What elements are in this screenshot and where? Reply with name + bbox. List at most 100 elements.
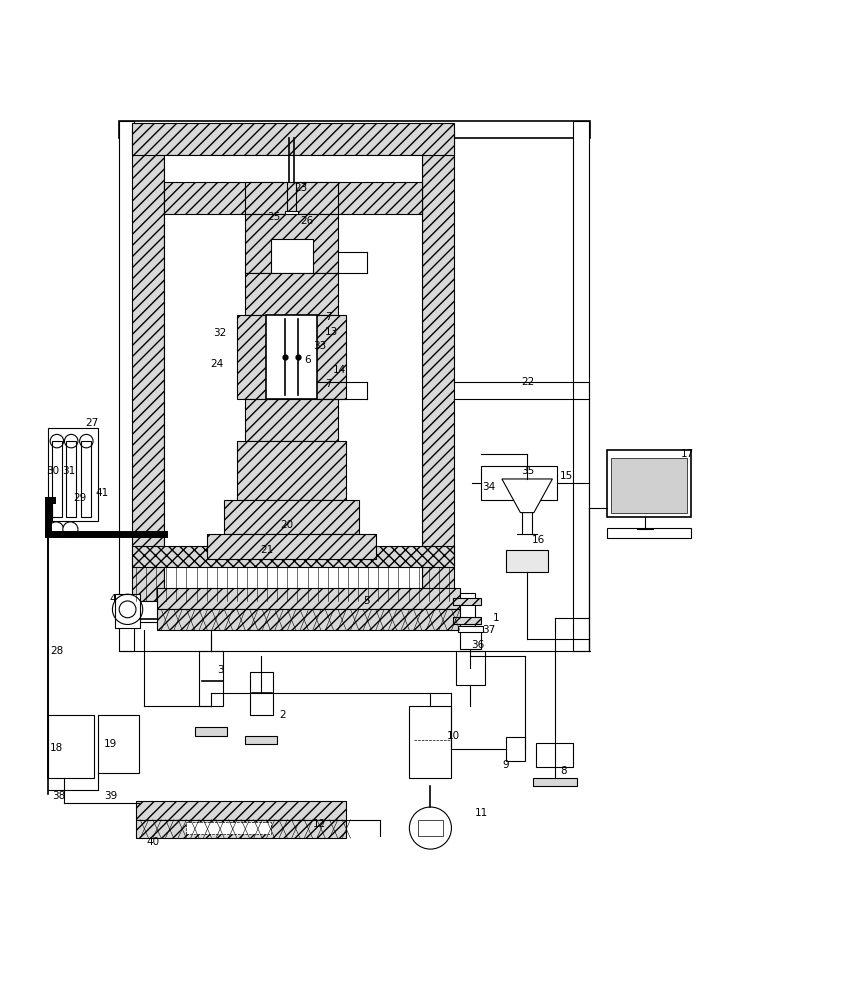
Text: 17: 17 — [681, 449, 695, 459]
Bar — [199, 651, 223, 706]
Bar — [422, 130, 454, 601]
Text: 22: 22 — [522, 377, 534, 387]
Bar — [123, 601, 157, 622]
Text: 14: 14 — [333, 365, 346, 375]
Text: 9: 9 — [503, 760, 510, 770]
Text: 38: 38 — [51, 791, 65, 801]
Bar — [98, 715, 138, 773]
Text: 23: 23 — [295, 183, 307, 193]
Text: 1: 1 — [493, 613, 500, 623]
Text: 24: 24 — [210, 359, 224, 369]
Polygon shape — [502, 479, 552, 513]
Text: 40: 40 — [146, 837, 160, 847]
Bar — [295, 182, 338, 214]
Bar — [119, 121, 134, 651]
Text: 28: 28 — [50, 646, 63, 656]
Text: 37: 37 — [483, 625, 495, 635]
Bar — [81, 441, 91, 517]
Bar — [409, 706, 452, 778]
Bar — [481, 466, 556, 500]
Bar — [573, 121, 588, 651]
Circle shape — [62, 522, 78, 537]
Bar — [536, 743, 573, 767]
Bar — [164, 155, 422, 601]
Bar — [136, 801, 346, 820]
Bar — [460, 626, 481, 649]
Bar — [195, 727, 227, 736]
Bar — [66, 441, 76, 517]
Text: 4: 4 — [109, 594, 116, 604]
Text: 32: 32 — [214, 328, 227, 338]
Text: 18: 18 — [50, 743, 63, 753]
Bar — [456, 651, 485, 685]
Text: 21: 21 — [261, 545, 273, 555]
Text: 3: 3 — [217, 665, 224, 675]
Bar — [132, 123, 454, 155]
Bar — [47, 428, 98, 521]
Bar — [250, 672, 273, 715]
Bar — [453, 598, 481, 605]
Bar — [271, 239, 312, 273]
Text: 12: 12 — [312, 819, 326, 829]
Text: 41: 41 — [95, 488, 109, 498]
Bar — [533, 778, 576, 786]
Bar — [157, 609, 460, 630]
Bar — [132, 546, 454, 567]
Text: 39: 39 — [104, 791, 117, 801]
Bar — [237, 441, 346, 500]
Text: 5: 5 — [363, 596, 370, 606]
Text: 34: 34 — [483, 482, 495, 492]
Bar — [119, 121, 590, 138]
Text: 26: 26 — [300, 216, 313, 226]
Text: 11: 11 — [475, 808, 488, 818]
Bar — [292, 315, 346, 399]
Text: 10: 10 — [447, 731, 460, 741]
Text: 25: 25 — [268, 212, 280, 222]
Bar — [246, 182, 288, 214]
Bar — [418, 820, 443, 836]
Text: 30: 30 — [46, 466, 59, 476]
Bar — [453, 617, 481, 624]
Bar — [267, 315, 316, 399]
Bar — [262, 500, 284, 546]
Text: 15: 15 — [560, 471, 573, 481]
Text: 31: 31 — [62, 466, 75, 476]
Bar — [246, 214, 338, 273]
Text: 8: 8 — [560, 766, 566, 776]
Text: 2: 2 — [279, 710, 285, 720]
Bar — [187, 822, 271, 834]
Text: 35: 35 — [522, 466, 534, 476]
Bar — [47, 715, 94, 778]
Bar — [157, 588, 460, 609]
Text: 36: 36 — [471, 640, 484, 650]
Bar — [132, 130, 164, 601]
Text: 6: 6 — [304, 355, 311, 365]
Bar — [246, 736, 278, 744]
Text: 7: 7 — [325, 312, 332, 322]
Bar — [115, 594, 140, 628]
Bar — [611, 458, 687, 513]
Bar — [506, 737, 525, 761]
Bar — [246, 273, 338, 315]
Text: 33: 33 — [313, 341, 327, 351]
Text: 29: 29 — [73, 493, 86, 503]
Text: 20: 20 — [281, 520, 294, 530]
Bar — [51, 441, 62, 517]
Bar — [607, 528, 691, 538]
Bar — [136, 820, 346, 838]
Circle shape — [48, 522, 63, 537]
Bar — [164, 182, 422, 214]
Text: 7: 7 — [325, 379, 332, 389]
Bar — [607, 450, 691, 517]
Bar — [458, 626, 484, 632]
Bar — [237, 315, 292, 399]
Bar — [506, 550, 549, 572]
Bar — [225, 500, 359, 534]
Text: 27: 27 — [85, 418, 99, 428]
Bar — [285, 211, 298, 216]
Bar — [460, 593, 475, 626]
Bar — [208, 534, 376, 559]
Text: 13: 13 — [324, 327, 338, 337]
Text: 16: 16 — [532, 535, 544, 545]
Text: 19: 19 — [104, 739, 117, 749]
